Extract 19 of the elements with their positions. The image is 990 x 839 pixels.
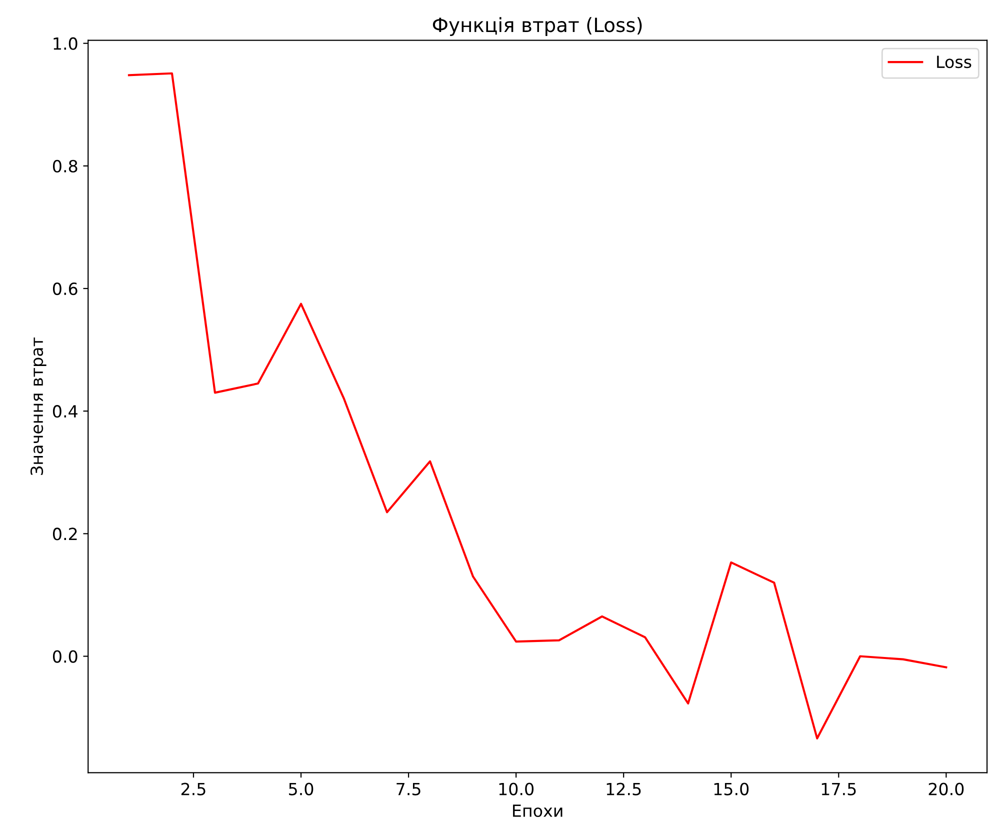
y-tick-label: 0.8 (52, 160, 78, 172)
y-tick-label: 0.4 (52, 405, 78, 418)
x-axis-title: Епохи (513, 804, 562, 818)
x-tick-label: 15.0 (714, 782, 749, 796)
x-tick-label: 2.5 (181, 782, 206, 796)
y-tick-label: 0.0 (52, 650, 78, 663)
chart-title: Функція втрат (Loss) (432, 17, 642, 36)
x-tick-label: 17.5 (822, 782, 856, 796)
y-tick-label: 0.2 (52, 528, 77, 540)
x-tick-label: 12.5 (606, 782, 641, 796)
legend-label: Loss (937, 56, 972, 68)
x-tick-label: 5.0 (289, 782, 314, 796)
x-tick-label: 20.0 (928, 782, 964, 796)
line-series (128, 72, 948, 740)
y-axis-title: Значення втрат (30, 337, 46, 475)
y-tick-label: 0.6 (52, 282, 78, 296)
x-tick-label: 7.5 (396, 782, 420, 796)
x-tick-label: 10.0 (499, 782, 534, 796)
y-tick-label: 1.0 (54, 37, 78, 50)
